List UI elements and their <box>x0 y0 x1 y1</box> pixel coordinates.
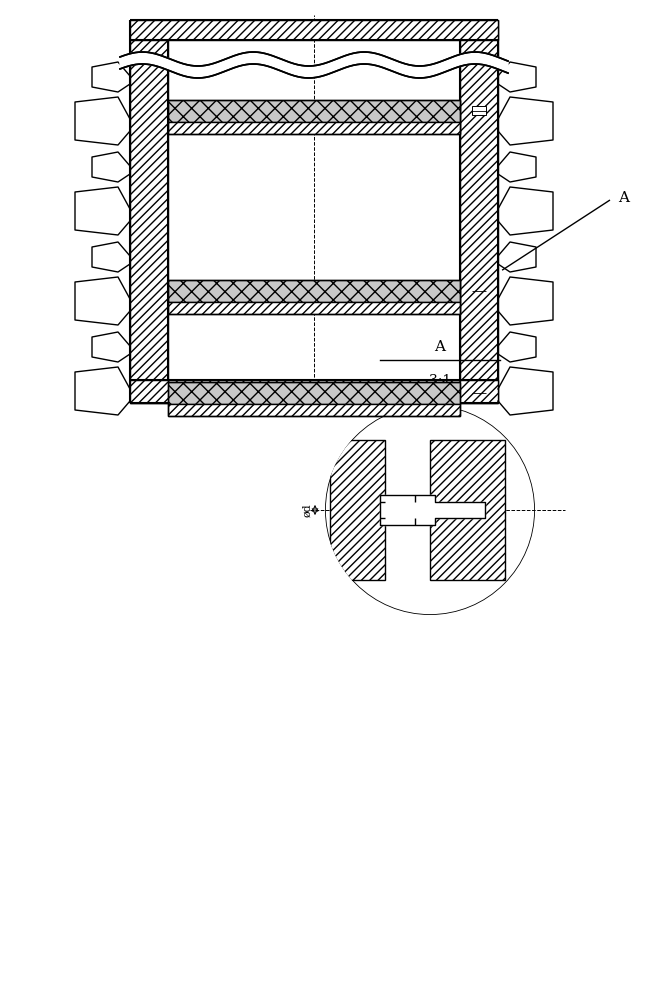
Polygon shape <box>120 52 508 78</box>
Bar <box>330 440 385 580</box>
Bar <box>130 20 498 40</box>
Bar <box>168 100 460 122</box>
Bar <box>168 382 460 404</box>
Text: øD: øD <box>493 502 503 518</box>
Bar <box>168 122 460 134</box>
Bar <box>460 20 498 403</box>
Bar <box>168 40 460 380</box>
Bar <box>475 288 483 293</box>
Polygon shape <box>380 495 485 525</box>
Bar <box>472 286 486 295</box>
Bar <box>475 390 483 395</box>
Bar <box>475 108 483 113</box>
Text: 3:1: 3:1 <box>429 374 451 388</box>
Bar <box>168 404 460 416</box>
Bar <box>472 388 486 397</box>
Bar <box>472 106 486 115</box>
Bar <box>130 20 168 403</box>
Text: A: A <box>434 340 446 354</box>
Bar <box>168 280 460 302</box>
Bar <box>130 380 498 403</box>
Bar <box>168 302 460 314</box>
Bar <box>430 440 505 580</box>
Text: A: A <box>618 191 629 205</box>
Text: ød: ød <box>302 503 312 517</box>
